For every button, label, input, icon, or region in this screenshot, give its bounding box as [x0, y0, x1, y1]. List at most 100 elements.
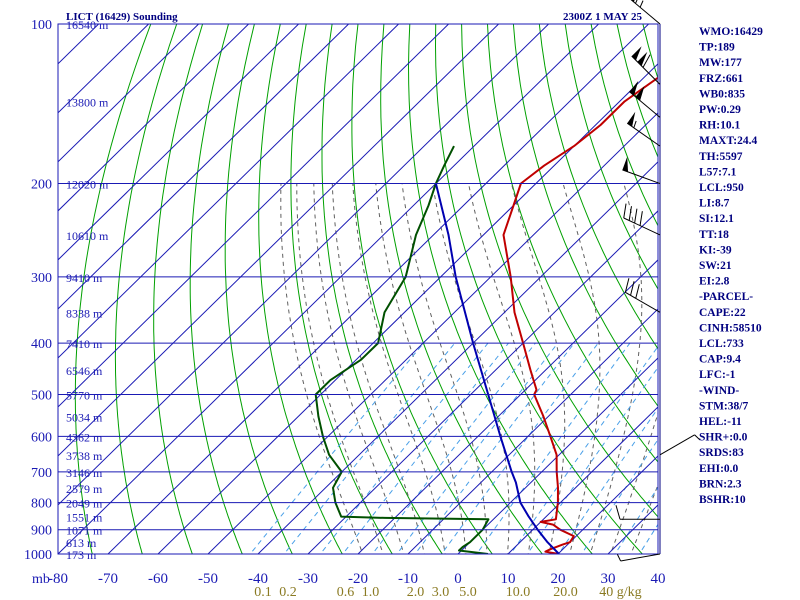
isotherm-line — [307, 210, 658, 554]
height-label: 4362 m — [66, 430, 103, 444]
mixing-ratio-line — [581, 438, 658, 554]
temperature-tick-label: -60 — [148, 571, 168, 587]
height-label: 8338 m — [66, 306, 103, 320]
height-label: 1071 m — [66, 524, 103, 538]
index-value: LCL:733 — [699, 338, 744, 350]
mixing-ratio-line — [475, 342, 631, 554]
index-value: STM:38/7 — [699, 400, 748, 412]
index-value: LI:8.7 — [699, 198, 730, 210]
station-title: LICT (16429) Sounding — [66, 11, 178, 23]
wind-barbs — [615, 0, 701, 562]
mixing-ratio-line — [557, 407, 658, 554]
moist-adiabat-line — [432, 183, 510, 554]
height-label: 5034 m — [66, 410, 103, 424]
isotherm-line — [58, 24, 499, 457]
isotherm-line — [107, 24, 649, 554]
wind-barb — [615, 505, 660, 520]
dry-adiabat-line — [351, 24, 493, 554]
index-value: PW:0.29 — [699, 104, 741, 116]
height-label: 613 m — [66, 536, 97, 550]
index-value: CAP:9.4 — [699, 354, 741, 366]
dry-adiabat-line — [74, 24, 152, 554]
mixing-ratio-line — [440, 342, 599, 554]
height-label: 12020 m — [66, 178, 109, 192]
height-label: 3738 m — [66, 449, 103, 463]
index-value: L57:7.1 — [699, 166, 737, 178]
wind-barb — [630, 0, 661, 25]
height-label: 3146 m — [66, 466, 103, 480]
mixing-ratio-label: 10.0 — [506, 585, 531, 600]
dry-adiabat-line — [487, 24, 658, 463]
mixing-ratio-line — [371, 342, 536, 554]
index-value: BSHR:10 — [699, 494, 746, 506]
moist-adiabat-line — [331, 183, 425, 554]
temperature-tick-label: -40 — [248, 571, 268, 587]
temperature-tick-label: 40 — [651, 571, 666, 587]
index-value: RH:10.1 — [699, 120, 740, 132]
dry-adiabat-line — [461, 24, 658, 518]
moist-adiabat-line — [562, 183, 601, 554]
temperature-tick-label: 0 — [454, 571, 462, 587]
chart-background-lines — [0, 24, 800, 565]
index-value: SI:12.1 — [699, 213, 734, 225]
height-label: 2049 m — [66, 497, 103, 511]
pressure-tick-label: 200 — [31, 178, 52, 193]
height-label: 13800 m — [66, 95, 109, 109]
temperature-tick-label: -70 — [98, 571, 118, 587]
wind-barb — [624, 278, 661, 313]
isotherm-line — [207, 112, 658, 554]
temperature-tick-label: -10 — [398, 571, 418, 587]
dry-adiabat-line — [258, 24, 343, 554]
dry-adiabat-line — [290, 24, 393, 554]
moist-adiabat-line — [589, 183, 643, 554]
height-label: 6546 m — [66, 364, 103, 378]
mixing-ratio-label: 2.0 — [407, 585, 425, 600]
index-value: SRDS:83 — [699, 447, 744, 459]
isotherm-line — [507, 406, 658, 554]
mixing-ratio-line — [509, 345, 658, 554]
wind-barb — [626, 111, 661, 147]
wind-barb — [616, 553, 661, 562]
pressure-tick-label: 300 — [31, 271, 52, 286]
mixing-ratio-label: 1.0 — [362, 585, 380, 600]
pressure-tick-label: 500 — [31, 388, 52, 403]
mixing-ratio-label: 3.0 — [432, 585, 450, 600]
index-value: TH:5597 — [699, 151, 743, 163]
dry-adiabat-line — [538, 24, 658, 350]
index-value: WMO:16429 — [699, 26, 763, 38]
mixing-ratio-line — [249, 342, 424, 554]
isotherm-line — [0, 24, 49, 565]
index-value: WB0:835 — [699, 88, 745, 100]
dry-adiabat-line — [189, 24, 243, 554]
moist-adiabat-line — [280, 183, 364, 554]
moist-adiabat-line — [313, 183, 405, 554]
mixing-ratio-line — [319, 342, 489, 554]
pressure-unit-label: mb — [32, 572, 50, 587]
moist-adiabat-line — [630, 483, 658, 554]
moist-adiabat-line — [610, 411, 658, 554]
temperature-profile-line — [502, 76, 658, 554]
moist-adiabat-line — [511, 183, 566, 554]
index-value: MAXT:24.4 — [699, 135, 757, 147]
index-value: CAPE:22 — [699, 307, 746, 319]
dry-adiabat-line — [564, 24, 658, 290]
chart-series — [314, 76, 658, 554]
valid-time: 2300Z 1 MAY 25 — [563, 11, 642, 23]
index-value: CINH:58510 — [699, 322, 762, 334]
dewpoint-profile-line — [314, 145, 490, 554]
temperature-tick-label: -30 — [298, 571, 318, 587]
dry-adiabat-line — [407, 24, 593, 554]
height-label: 7410 m — [66, 337, 103, 351]
index-value: LFC:-1 — [699, 369, 736, 381]
index-value: SW:21 — [699, 260, 732, 272]
height-label: 9410 m — [66, 271, 103, 285]
index-value: EHI:0.0 — [699, 463, 739, 475]
isotherm-line — [58, 24, 599, 554]
isotherm-line — [157, 63, 658, 554]
wind-barb — [623, 203, 661, 236]
isotherm-line — [58, 24, 299, 261]
height-label: 10610 m — [66, 229, 109, 243]
index-value: MW:177 — [699, 57, 742, 69]
dry-adiabat-line — [747, 24, 800, 565]
